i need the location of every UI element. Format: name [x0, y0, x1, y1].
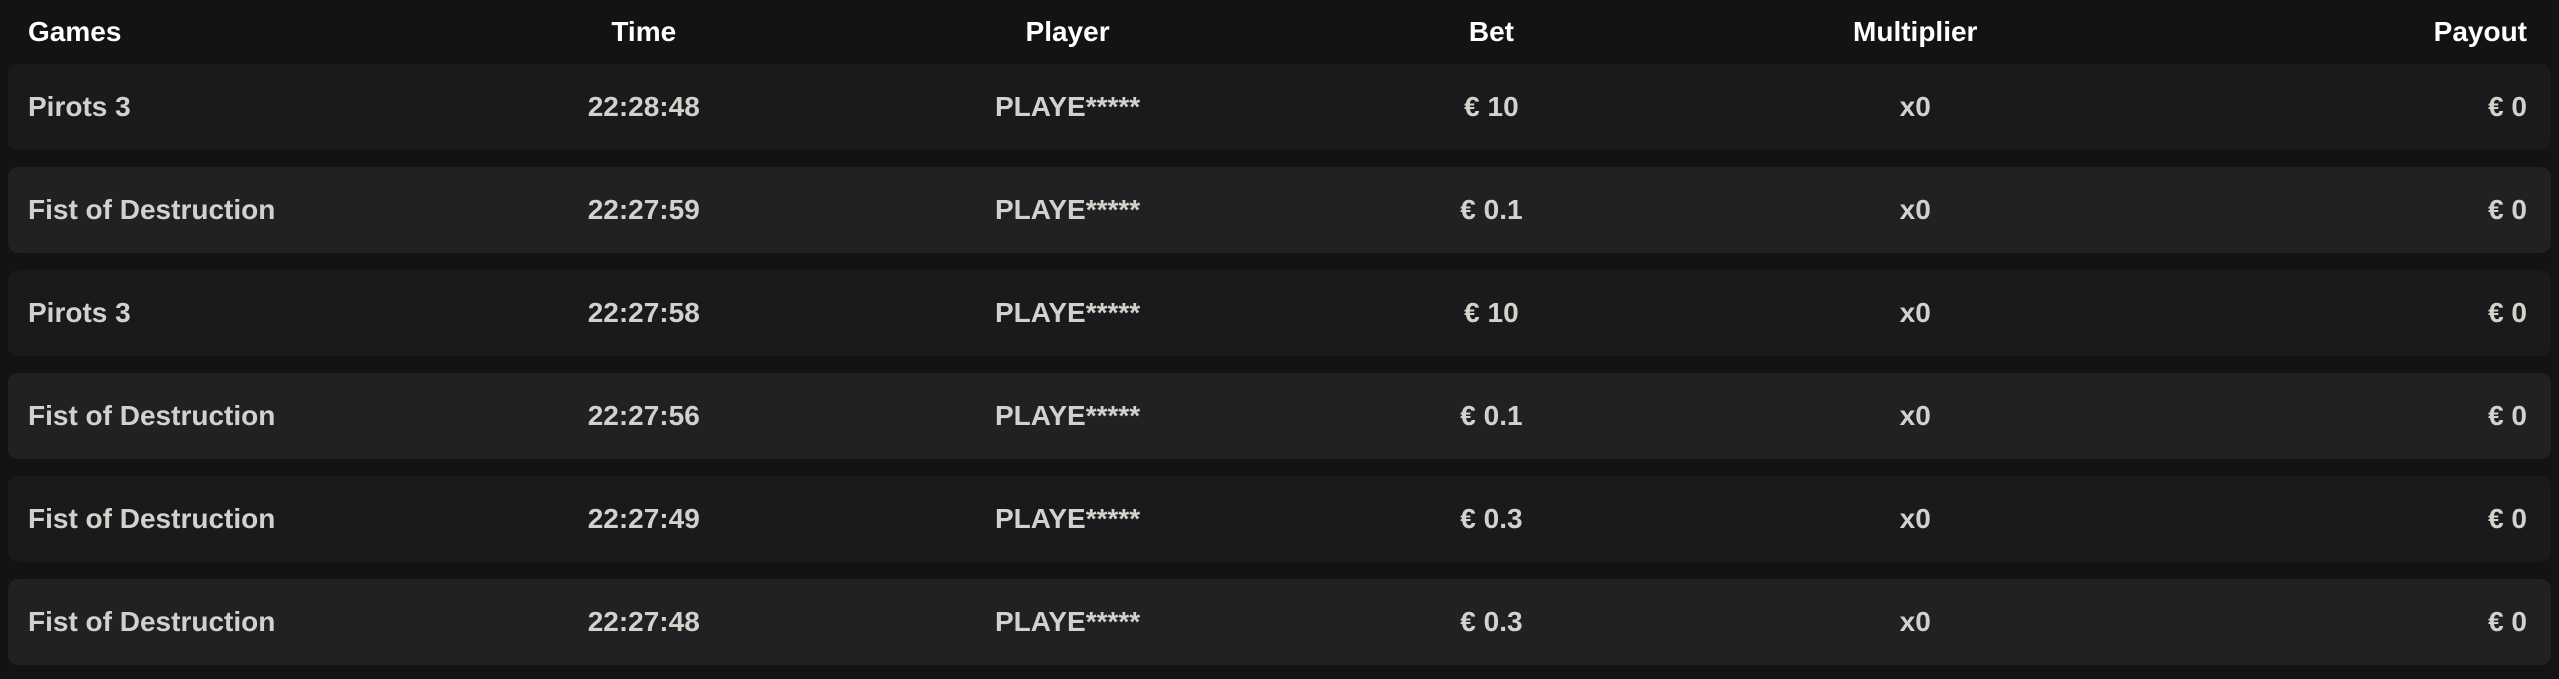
cell-bet: € 0.1: [1460, 194, 1523, 225]
cell-multiplier: x0: [1899, 400, 1931, 431]
cell-game: Pirots 3: [28, 91, 131, 122]
column-header-player: Player: [1025, 16, 1110, 47]
table-row[interactable]: Fist of Destruction 22:27:49 PLAYE***** …: [8, 476, 2551, 562]
table-row[interactable]: Fist of Destruction 22:27:56 PLAYE***** …: [8, 373, 2551, 459]
table-row[interactable]: Pirots 3 22:28:48 PLAYE***** € 10 x0 € 0: [8, 64, 2551, 150]
column-header-multiplier: Multiplier: [1853, 16, 1978, 47]
table-row[interactable]: Fist of Destruction 22:27:48 PLAYE***** …: [8, 579, 2551, 665]
table-row[interactable]: Pirots 3 22:27:58 PLAYE***** € 10 x0 € 0: [8, 270, 2551, 356]
cell-time: 22:27:58: [587, 297, 700, 328]
cell-time: 22:27:56: [587, 400, 700, 431]
cell-payout: € 0: [2488, 297, 2527, 328]
cell-player: PLAYE*****: [994, 91, 1141, 122]
cell-payout: € 0: [2488, 400, 2527, 431]
cell-time: 22:27:48: [587, 606, 700, 637]
cell-time: 22:27:59: [587, 194, 700, 225]
cell-multiplier: x0: [1899, 194, 1931, 225]
cell-payout: € 0: [2488, 606, 2527, 637]
column-header-games: Games: [28, 16, 122, 47]
table-row[interactable]: Fist of Destruction 22:27:59 PLAYE***** …: [8, 167, 2551, 253]
cell-multiplier: x0: [1899, 606, 1931, 637]
column-header-bet: Bet: [1468, 16, 1514, 47]
column-header-payout: Payout: [2433, 16, 2527, 47]
column-header-time: Time: [611, 16, 677, 47]
cell-bet: € 10: [1464, 297, 1519, 328]
cell-player: PLAYE*****: [994, 606, 1141, 637]
cell-player: PLAYE*****: [994, 297, 1141, 328]
cell-time: 22:28:48: [587, 91, 700, 122]
cell-game: Fist of Destruction: [28, 606, 276, 637]
cell-player: PLAYE*****: [994, 503, 1141, 534]
cell-bet: € 10: [1464, 91, 1519, 122]
cell-player: PLAYE*****: [994, 194, 1141, 225]
table-body: Pirots 3 22:28:48 PLAYE***** € 10 x0 € 0…: [0, 64, 2559, 679]
cell-game: Pirots 3: [28, 297, 131, 328]
cell-bet: € 0.1: [1460, 400, 1523, 431]
cell-payout: € 0: [2488, 194, 2527, 225]
cell-multiplier: x0: [1899, 503, 1931, 534]
table-header-row: Games Time Player Bet Multiplier Payout: [8, 0, 2551, 64]
cell-bet: € 0.3: [1460, 503, 1523, 534]
cell-bet: € 0.3: [1460, 606, 1523, 637]
cell-player: PLAYE*****: [994, 400, 1141, 431]
cell-time: 22:27:49: [587, 503, 700, 534]
cell-game: Fist of Destruction: [28, 400, 276, 431]
cell-multiplier: x0: [1899, 297, 1931, 328]
cell-payout: € 0: [2488, 503, 2527, 534]
cell-game: Fist of Destruction: [28, 194, 276, 225]
cell-payout: € 0: [2488, 91, 2527, 122]
cell-game: Fist of Destruction: [28, 503, 276, 534]
cell-multiplier: x0: [1899, 91, 1931, 122]
